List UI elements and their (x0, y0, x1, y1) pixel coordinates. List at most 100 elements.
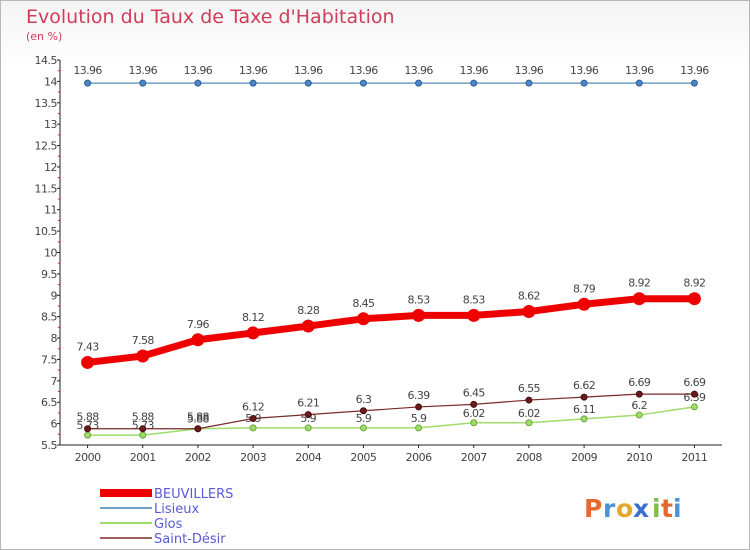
data-label-beuvillers: 7.96 (187, 318, 210, 331)
data-point-lisieux (635, 79, 643, 87)
series-glos: 5.735.735.885.95.95.95.96.026.026.116.26… (77, 391, 707, 439)
x-tick-label: 2006 (406, 451, 432, 464)
y-tick-label: 10.5 (35, 225, 58, 238)
data-point-lisieux (139, 79, 147, 87)
x-tick-label: 2008 (516, 451, 542, 464)
data-point-saint-d-sir (139, 425, 147, 433)
x-tick-label: 2009 (571, 451, 597, 464)
data-label-beuvillers: 8.92 (628, 277, 650, 290)
logo-letter: i (652, 494, 661, 523)
data-label-lisieux: 13.96 (460, 64, 489, 77)
logo-letter: x (633, 494, 649, 523)
data-label-saint-d-sir: 6.45 (463, 386, 486, 399)
y-tick-label: 8.5 (41, 311, 57, 324)
data-point-beuvillers (81, 355, 95, 369)
data-label-beuvillers: 8.92 (683, 277, 705, 290)
data-point-saint-d-sir (690, 390, 698, 398)
data-point-beuvillers (467, 308, 481, 322)
data-label-lisieux: 13.96 (239, 64, 268, 77)
data-point-beuvillers (246, 326, 260, 340)
data-label-lisieux: 13.96 (294, 64, 323, 77)
data-label-lisieux: 13.96 (570, 64, 599, 77)
data-point-saint-d-sir (635, 390, 643, 398)
y-tick-label: 9 (51, 289, 58, 302)
data-label-glos: 5.9 (411, 412, 427, 425)
data-point-beuvillers (577, 297, 591, 311)
y-tick-label: 14 (44, 75, 57, 88)
data-point-glos (359, 424, 367, 432)
y-tick-label: 9.5 (41, 268, 57, 281)
series-lisieux: 13.96 13.96 13.96 13.96 13.96 13.96 13.96 13.96… (73, 64, 710, 87)
data-point-saint-d-sir (84, 425, 92, 433)
data-label-glos: 6.11 (573, 403, 595, 416)
data-label-lisieux: 13.96 (625, 64, 654, 77)
data-point-lisieux (194, 79, 202, 87)
y-tick-label: 5.5 (41, 439, 57, 452)
data-point-beuvillers (412, 308, 426, 322)
legend-label-lisieux: Lisieux (154, 502, 199, 517)
series-line-beuvillers (87, 295, 695, 366)
data-label-lisieux: 13.96 (680, 64, 709, 77)
data-point-saint-d-sir (525, 396, 533, 404)
data-point-saint-d-sir (359, 407, 367, 415)
data-point-saint-d-sir (470, 400, 478, 408)
data-point-lisieux (249, 79, 257, 87)
y-tick-label: 7 (51, 375, 58, 388)
data-label-saint-d-sir: 6.62 (573, 379, 595, 392)
data-point-glos (580, 415, 588, 423)
series-beuvillers: 7.43 7.58 7.96 8.12 8.28 8.45 8.53 8.53 8.62 8.79… (77, 277, 706, 369)
data-point-glos (84, 431, 92, 439)
data-label-lisieux: 13.96 (515, 64, 544, 77)
data-label-lisieux: 13.96 (73, 64, 102, 77)
data-point-beuvillers (356, 312, 370, 326)
data-point-glos (249, 424, 257, 432)
data-label-beuvillers: 8.53 (463, 293, 486, 306)
data-point-lisieux (525, 79, 533, 87)
series-layer: 13.96 13.96 13.96 13.96 13.96 13.96 13.96 13.96… (73, 64, 710, 439)
x-tick-label: 2011 (681, 451, 707, 464)
logo-letter: P (584, 494, 602, 523)
x-tick-label: 2004 (295, 451, 321, 464)
data-label-beuvillers: 8.53 (408, 293, 431, 306)
x-tick-label: 2000 (75, 451, 101, 464)
data-point-beuvillers (687, 292, 701, 306)
data-point-glos (525, 419, 533, 427)
data-label-lisieux: 13.96 (129, 64, 158, 77)
y-tick-label: 6 (51, 418, 58, 431)
logo-letter: r (603, 494, 616, 523)
legend-label-saint-d-sir: Saint-Désir (154, 532, 226, 547)
data-label-saint-d-sir: 5.88 (77, 411, 100, 424)
data-point-glos (304, 424, 312, 432)
data-label-beuvillers: 7.43 (77, 340, 100, 353)
y-tick-label: 10 (44, 247, 57, 260)
data-label-saint-d-sir: 6.21 (297, 397, 319, 410)
logo-letter: t (661, 494, 673, 523)
data-label-saint-d-sir: 6.69 (683, 376, 706, 389)
data-point-lisieux (470, 79, 478, 87)
data-label-saint-d-sir: 6.39 (408, 389, 431, 402)
data-label-saint-d-sir: 6.55 (518, 382, 541, 395)
y-tick-label: 14.5 (35, 54, 58, 67)
x-tick-label: 2010 (626, 451, 652, 464)
data-label-glos: 5.88 (187, 413, 210, 426)
data-point-glos (470, 419, 478, 427)
y-tick-label: 11 (44, 204, 57, 217)
data-point-beuvillers (301, 319, 315, 333)
legend-label-beuvillers: BEUVILLERS (154, 487, 233, 502)
y-tick-label: 7.5 (41, 353, 57, 366)
data-label-beuvillers: 8.45 (352, 297, 375, 310)
y-tick-label: 8 (51, 332, 58, 345)
data-label-glos: 5.9 (356, 412, 372, 425)
data-label-beuvillers: 8.62 (518, 290, 540, 303)
data-label-saint-d-sir: 5.88 (187, 411, 210, 424)
chart-title: Evolution du Taux de Taxe d'Habitation (26, 6, 395, 28)
series-line-saint-d-sir (87, 393, 695, 430)
x-tick-label: 2005 (350, 451, 376, 464)
data-label-beuvillers: 7.58 (132, 334, 155, 347)
chart-subtitle: (en %) (26, 30, 63, 43)
y-tick-label: 13 (44, 118, 57, 131)
data-point-beuvillers (522, 305, 536, 319)
